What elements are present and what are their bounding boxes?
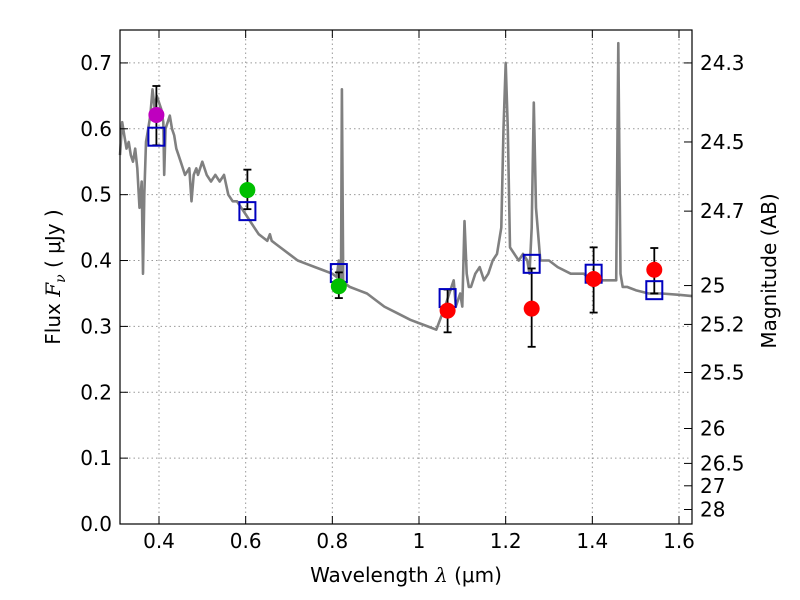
y2-tick-label: 25.5 (700, 361, 745, 385)
model-flux-square (238, 201, 257, 222)
y2-tick-label: 26.5 (700, 451, 745, 475)
points-layer (147, 85, 664, 348)
y2-tick-label: 27 (700, 474, 725, 498)
y2-tick-label: 28 (700, 498, 725, 522)
x-tick-label: 0.4 (143, 529, 175, 553)
y-tick-label: 0.5 (80, 183, 112, 207)
y-tick-label: 0.0 (80, 512, 112, 536)
y-tick-label: 0.2 (80, 380, 112, 404)
x-axis-label: Wavelength λ (μm) (310, 563, 502, 587)
y-axis-label: Flux Fν ( μJy ) (41, 209, 69, 344)
y-tick-label: 0.7 (80, 51, 112, 75)
observed-flux-point (239, 182, 256, 199)
y2-axis-label: Magnitude (AB) (757, 193, 781, 348)
observed-flux-point (148, 106, 165, 123)
y2-tick-label: 25.2 (700, 312, 745, 336)
observed-flux-point (439, 302, 456, 319)
ticks: 0.4 0.6 0.8 1 1.2 1.4 1.6 0.0 0.1 0.2 0.3 0.4 0.5 0.6… (80, 30, 745, 553)
observed-flux-point (330, 278, 347, 295)
y2-tick-label: 24.3 (700, 51, 745, 75)
x-tick-label: 0.6 (230, 529, 262, 553)
observed-flux-point (523, 300, 540, 317)
plot-frame (119, 29, 693, 525)
y-tick-label: 0.3 (80, 314, 112, 338)
y-tick-label: 0.1 (80, 446, 112, 470)
model-flux-square (645, 280, 664, 301)
observed-flux-point (585, 270, 602, 287)
x-tick-label: 1 (413, 529, 426, 553)
y-tick-label: 0.4 (80, 249, 112, 273)
plot-area (120, 30, 692, 524)
x-tick-label: 1.6 (663, 529, 695, 553)
model-flux-square (522, 253, 541, 274)
y2-tick-label: 24.5 (700, 130, 745, 154)
observed-flux-point (646, 261, 663, 278)
y2-tick-label: 26 (700, 416, 725, 440)
y-tick-label: 0.6 (80, 117, 112, 141)
y2-tick-label: 24.7 (700, 199, 745, 223)
model-flux-square (147, 126, 166, 147)
x-tick-label: 1.2 (490, 529, 522, 553)
x-tick-label: 1.4 (576, 529, 608, 553)
x-tick-label: 0.8 (316, 529, 348, 553)
y2-tick-label: 25 (700, 274, 725, 298)
